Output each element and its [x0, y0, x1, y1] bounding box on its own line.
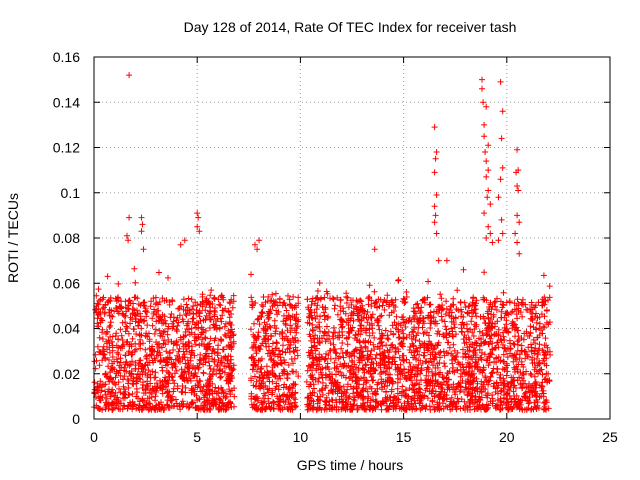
x-tick-label: 5 [193, 429, 201, 445]
y-tick-label: 0.14 [53, 94, 80, 110]
roti-point-markers [91, 72, 554, 413]
x-tick-label: 10 [293, 429, 309, 445]
chart-title: Day 128 of 2014, Rate Of TEC Index for r… [184, 19, 517, 35]
y-tick-label: 0.1 [61, 185, 81, 201]
grid [94, 57, 610, 419]
y-tick-label: 0.12 [53, 140, 80, 156]
x-tick-label: 15 [396, 429, 412, 445]
y-axis-label: ROTI / TECUs [5, 193, 21, 283]
y-tick-label: 0.04 [53, 321, 80, 337]
x-axis-label: GPS time / hours [297, 457, 404, 473]
y-tick-label: 0.02 [53, 366, 80, 382]
x-tick-label: 0 [90, 429, 98, 445]
x-tick-label: 25 [602, 429, 618, 445]
y-tick-label: 0.08 [53, 230, 80, 246]
y-tick-label: 0 [72, 411, 80, 427]
y-tick-label: 0.16 [53, 49, 80, 65]
data-points [91, 72, 554, 413]
y-tick-label: 0.06 [53, 275, 80, 291]
axis-ticks: 0 5 10 15 20 25 0 0.02 0.04 0.06 0.08 0.1 0.12 0.14 0.… [53, 49, 618, 445]
x-tick-label: 20 [499, 429, 515, 445]
